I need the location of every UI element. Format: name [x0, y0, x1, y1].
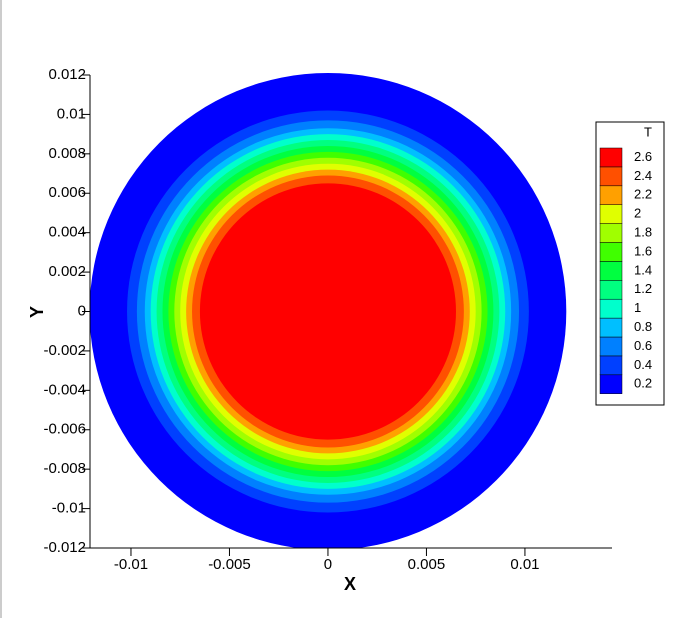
x-tick-label: 0 [324, 556, 332, 573]
legend-label: 0.2 [634, 376, 652, 391]
x-tick-label: 0.01 [510, 556, 539, 573]
y-tick-label: -0.01 [52, 500, 86, 517]
legend-label: 0.4 [634, 357, 652, 372]
y-tick-label: -0.012 [43, 539, 86, 556]
legend-title: T [644, 124, 652, 139]
legend-swatch [599, 166, 623, 187]
y-tick-label: 0.008 [48, 145, 86, 162]
legend-label: 2.4 [634, 168, 652, 183]
y-tick-label: 0.004 [48, 224, 86, 241]
legend-swatch [599, 374, 623, 394]
plot-area [90, 73, 567, 548]
legend-label: 1.8 [634, 224, 652, 239]
y-tick-label: 0.006 [48, 184, 86, 201]
legend-label: 2.2 [634, 187, 652, 202]
y-tick-label: -0.004 [43, 381, 86, 398]
y-tick-label: 0 [78, 302, 86, 319]
legend-swatch [599, 355, 623, 376]
legend-label: 1.4 [634, 262, 652, 277]
legend-swatch [599, 317, 623, 338]
legend-label: 2 [634, 206, 641, 221]
x-tick-label: -0.01 [114, 556, 148, 573]
contour-band [199, 183, 456, 440]
y-tick-label: -0.002 [43, 342, 86, 359]
x-tick-label: 0.005 [408, 556, 446, 573]
legend-swatch [599, 280, 623, 300]
y-tick-label: 0.012 [48, 66, 86, 83]
legend-swatch [599, 261, 623, 281]
y-tick-label: -0.006 [43, 421, 86, 438]
legend-swatch [599, 298, 623, 319]
legend-swatch [599, 336, 623, 357]
y-tick-label: -0.008 [43, 460, 86, 477]
y-axis-label: Y [27, 306, 47, 318]
x-axis-label: X [344, 574, 356, 594]
legend: T 0.2 0.4 0.6 0.8 1 1.2 1.4 1.6 1.8 2 2.2 2.4 2.6 [595, 121, 665, 406]
legend-label: 0.8 [634, 319, 652, 334]
legend-swatch [599, 223, 623, 243]
legend-swatch [599, 147, 623, 168]
legend-swatch [599, 204, 623, 224]
legend-label: 0.6 [634, 338, 652, 353]
y-tick-label: 0.01 [57, 105, 86, 122]
legend-swatch [599, 242, 623, 262]
x-tick-label: -0.005 [208, 556, 251, 573]
legend-label: 2.6 [634, 149, 652, 164]
legend-label: 1 [634, 300, 641, 315]
legend-label: 1.2 [634, 281, 652, 296]
legend-label: 1.6 [634, 243, 652, 258]
legend-swatch [599, 185, 623, 205]
y-tick-label: 0.002 [48, 263, 86, 280]
